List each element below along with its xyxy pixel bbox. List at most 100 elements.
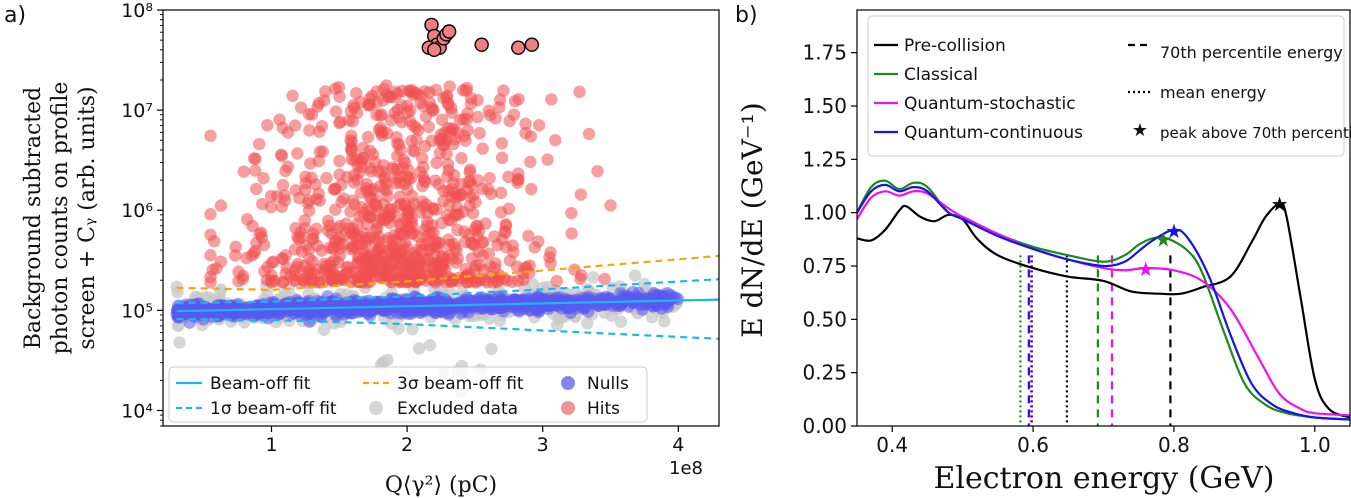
legend-a: Beam-off fit 1σ beam-off fit 3σ beam-off… (168, 366, 648, 423)
scatter-point-hit (550, 274, 563, 288)
scatter-point-hit (445, 106, 458, 119)
scatter-chart: 1 2 3 4 10⁴ 10⁵ 10⁶ 10⁷ 10⁸ 1e8 Q⟨γ²⟩ (pC) Back… (21, 0, 720, 498)
scatter-point-hit (281, 160, 295, 173)
y-tick-label-a: 10⁴ (121, 400, 153, 422)
scatter-point-hit (381, 90, 395, 104)
spectrum-line (857, 189, 1350, 417)
scatter-point-hit (384, 114, 398, 127)
spectrum-line (857, 179, 1350, 421)
scatter-point-hit (350, 87, 363, 100)
scatter-point-hit (471, 93, 484, 107)
legend-pre-collision: Pre-collision (904, 36, 1006, 56)
scatter-point-hit (333, 237, 346, 250)
scatter-point-null (481, 300, 495, 313)
scatter-point-hit (455, 188, 468, 202)
scatter-point-hit (473, 126, 486, 140)
scatter-point-hit (346, 115, 360, 128)
scatter-point-hit (414, 165, 427, 179)
scatter-point-hit (288, 119, 302, 132)
scatter-point-hit (335, 195, 348, 209)
scatter-point-hit (309, 178, 322, 191)
scatter-point-hit (417, 99, 430, 113)
scatter-point-hit (466, 237, 479, 250)
scatter-point-hit (406, 227, 419, 240)
peak-markers: ★★★★ (1137, 192, 1289, 281)
scatter-point-hit (363, 210, 377, 224)
scatter-point-hit (445, 252, 459, 265)
scatter-point-hit (420, 198, 433, 211)
y-tick-label-b: 0.25 (802, 361, 847, 385)
scatter-point-hit (391, 103, 404, 117)
scatter-point-hit (323, 241, 336, 254)
scatter-point-hit (204, 208, 217, 221)
scatter-point-hit (370, 85, 383, 98)
legend-classical: Classical (904, 65, 978, 85)
legend-quantum-stochastic: Quantum-stochastic (904, 94, 1076, 114)
scatter-point-hit (393, 190, 407, 203)
scatter-point-hit (372, 230, 385, 244)
scatter-point-hit (229, 240, 242, 254)
scatter-point-hit (253, 227, 266, 241)
fit-line (176, 254, 719, 292)
scatter-point-hit (299, 176, 312, 190)
scatter-point-hit (453, 114, 467, 127)
x-axis-title-a: Q⟨γ²⟩ (pC) (385, 473, 497, 498)
scatter-point-null (550, 298, 563, 312)
peak-star-icon: ★ (1154, 227, 1172, 251)
scatter-point-hit (270, 189, 284, 203)
legend-beam-off-fit: Beam-off fit (210, 374, 311, 394)
scatter-point-excluded (214, 283, 228, 296)
y-axis-title-a: Background subtracted photon counts on p… (21, 82, 100, 355)
scatter-point-excluded (173, 336, 186, 349)
peak-star-icon: ★ (1137, 257, 1155, 281)
panel-label-a: a) (4, 3, 26, 28)
scatter-point-hit (265, 256, 279, 269)
panel-label-b: b) (735, 3, 758, 28)
scatter-point-excluded (614, 315, 628, 328)
scatter-point-hit (405, 134, 418, 148)
scatter-point-hit (479, 217, 492, 230)
scatter-point-hit (247, 152, 261, 165)
scatter-point-hit (482, 247, 496, 260)
scatter-point-null (636, 303, 649, 316)
scatter-point-null (433, 304, 447, 318)
fit-line (176, 278, 719, 305)
scatter-point-hit (401, 99, 414, 113)
scatter-point-null (671, 292, 685, 306)
scatter-point-hit (442, 270, 455, 284)
scatter-point-hit (415, 151, 429, 165)
scatter-point-hit (306, 255, 319, 268)
legend-peak: peak above 70th percentile energy (1160, 124, 1351, 142)
scatter-point-hit (232, 274, 245, 288)
legend-mean: mean energy (1160, 83, 1266, 102)
legend-percentile: 70th percentile energy (1160, 43, 1343, 62)
scatter-point-hit (289, 184, 302, 197)
scatter-point-hit (430, 156, 443, 170)
peak-star-icon: ★ (1271, 192, 1289, 216)
scatter-point-hit (432, 178, 445, 191)
scatter-point-hit (291, 147, 304, 160)
legend-nulls-swatch (561, 376, 575, 390)
legend-hits-swatch (561, 401, 575, 415)
x-axis-title-b: Electron energy (GeV) (933, 461, 1274, 496)
scatter-point-hit (463, 199, 477, 213)
scatter-point-hit (345, 129, 358, 142)
scatter-point-hit (418, 262, 431, 276)
scatter-point-hit (376, 271, 389, 285)
scatter-point-hit (532, 118, 546, 132)
legend-excluded: Excluded data (397, 399, 518, 419)
scatter-point-hit (355, 201, 368, 214)
scatter-point-hit (574, 188, 587, 201)
scatter-point-hit (470, 219, 483, 233)
scatter-point-hit (344, 205, 357, 218)
scatter-point-hit (525, 182, 538, 196)
scatter-point-hit (423, 243, 436, 257)
scatter-point-hit (369, 193, 383, 206)
scatter-point-hit (455, 152, 468, 165)
scatter-point-hit (345, 153, 358, 166)
scatter-point-hit (305, 108, 319, 121)
scatter-point-hit (342, 261, 355, 274)
spectrum-line (857, 202, 1350, 419)
scatter-point-null (243, 301, 257, 315)
